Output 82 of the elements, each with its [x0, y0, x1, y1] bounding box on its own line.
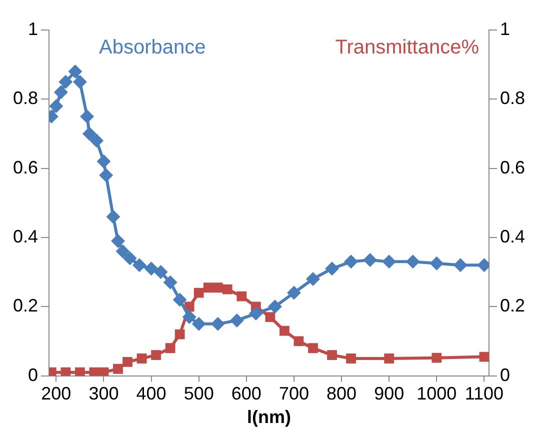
point	[72, 74, 87, 89]
x-tick-label: 800	[326, 384, 357, 404]
point	[406, 254, 420, 269]
point	[268, 300, 282, 314]
point	[280, 326, 290, 336]
point	[432, 352, 442, 363]
point	[230, 313, 244, 328]
point	[58, 74, 73, 89]
point	[236, 291, 247, 302]
point	[286, 286, 301, 300]
point	[210, 316, 225, 331]
point	[54, 85, 68, 100]
x-tick-label: 600	[231, 384, 262, 404]
point	[90, 134, 104, 148]
point	[68, 64, 82, 78]
point	[384, 354, 394, 364]
point	[382, 254, 396, 269]
x-tick-label: 200	[41, 384, 72, 404]
point	[98, 367, 109, 376]
y2-tick-label: 0.4	[500, 226, 526, 246]
point	[151, 350, 161, 360]
y-tick-label: 0	[28, 364, 38, 385]
point	[96, 154, 111, 168]
y-tick-label: 0.2	[12, 296, 38, 316]
point	[346, 354, 356, 364]
y-tick-label: 1	[28, 18, 38, 39]
point	[113, 364, 123, 374]
point	[99, 168, 114, 182]
point	[430, 256, 444, 270]
y2-tick-label: 0.2	[500, 296, 526, 316]
series-label: Absorbance	[99, 36, 206, 59]
point	[344, 254, 358, 269]
point	[60, 367, 71, 376]
point	[294, 336, 304, 346]
y-tick-label: 0.8	[12, 88, 38, 108]
point	[122, 251, 137, 266]
x-tick-label: 1100	[464, 384, 504, 404]
x-tick-label: 1000	[416, 384, 457, 404]
point	[308, 343, 318, 354]
text: Transmittance%	[335, 36, 480, 59]
point	[74, 367, 85, 376]
point	[306, 272, 320, 286]
point	[132, 258, 146, 272]
point	[144, 262, 158, 276]
point	[174, 329, 185, 340]
y-tick-label: 0.6	[12, 157, 38, 178]
point	[89, 367, 100, 376]
x-tick-label: 500	[184, 384, 214, 404]
y2-tick-label: 0.6	[500, 157, 526, 178]
point	[192, 316, 206, 331]
x-tick-label: 300	[88, 384, 119, 404]
point	[453, 258, 468, 272]
point	[203, 282, 214, 293]
y2-tick-label: 0.8	[500, 88, 526, 108]
point	[106, 210, 120, 224]
point	[163, 275, 178, 290]
point	[49, 99, 64, 114]
x-axis-title: l(nm)	[247, 407, 291, 428]
point	[363, 252, 378, 267]
point	[212, 282, 223, 293]
y2-tick-label: 0	[500, 364, 510, 385]
point	[122, 357, 132, 367]
point	[82, 126, 96, 141]
point	[182, 310, 196, 324]
point	[154, 265, 168, 280]
y2-tick-label: 1	[500, 18, 510, 39]
x-tick-label: 900	[374, 384, 404, 404]
x-tick-label: 400	[136, 384, 166, 404]
point	[222, 284, 232, 294]
point	[165, 343, 176, 354]
point	[265, 312, 276, 322]
point	[116, 244, 130, 258]
x-tick-label: 700	[278, 384, 309, 404]
point	[80, 109, 94, 124]
point	[327, 350, 337, 360]
point	[325, 262, 340, 276]
point	[110, 234, 125, 248]
point	[172, 292, 187, 307]
point	[194, 288, 204, 298]
point	[136, 354, 147, 364]
y-tick-label: 0.4	[12, 226, 38, 246]
point	[248, 306, 263, 321]
